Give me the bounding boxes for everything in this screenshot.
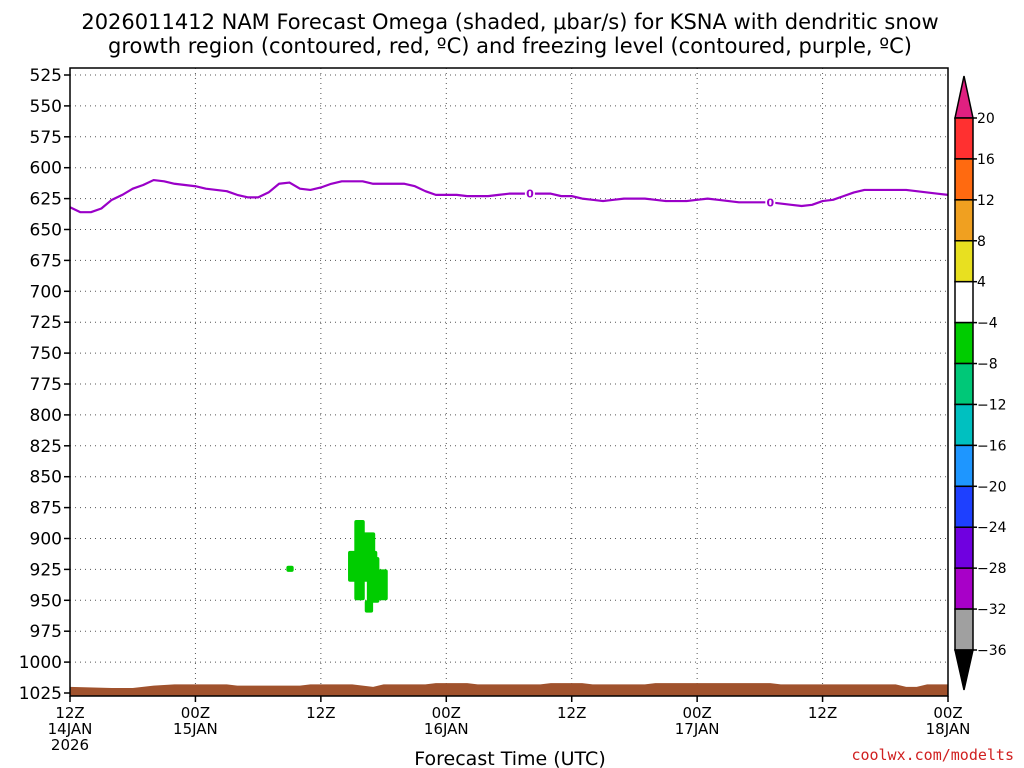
y-tick-label: 600 (30, 159, 62, 179)
colorbar-segment (954, 444, 974, 488)
colorbar-segment (954, 199, 974, 242)
colorbar-segment (954, 403, 974, 447)
colorbar-label: −16 (977, 438, 1007, 454)
y-tick-label: 875 (30, 499, 62, 519)
y-tick-label: 800 (30, 406, 62, 426)
x-tick-label: 00Z (181, 704, 210, 722)
colorbar-label: −8 (977, 357, 998, 373)
x-tick-label: 17JAN (675, 720, 720, 738)
chart-title-line2: growth region (contoured, red, ºC) and f… (108, 34, 912, 58)
x-tick-label: 12Z (808, 704, 837, 722)
x-tick-label: 16JAN (424, 720, 469, 738)
x-tick-label: 18JAN (926, 720, 971, 738)
colorbar-label: 8 (977, 234, 986, 250)
colorbar-label: 12 (977, 193, 995, 209)
colorbar-segment (954, 240, 974, 283)
colorbar-segment (954, 321, 974, 365)
y-tick-label: 625 (30, 190, 62, 210)
plot-area (70, 68, 948, 696)
y-tick-label: 950 (30, 591, 62, 611)
colorbar-label: 4 (977, 275, 986, 291)
colorbar-label: 20 (977, 111, 995, 127)
plot-border (69, 67, 949, 697)
x-tick-label: 12Z (306, 704, 335, 722)
y-tick-label: 775 (30, 375, 62, 395)
x-tick-label: 14JAN (48, 720, 93, 738)
y-axis-ticks: 525 550 575 600 625 650 675 700 725 750 775 800 825 8… (19, 66, 70, 704)
colorbar-label: −12 (977, 397, 1007, 413)
contour-label: 0 (766, 196, 774, 209)
colorbar-segment (954, 485, 974, 528)
colorbar-label: −36 (977, 643, 1007, 659)
credit-text: coolwx.com/modelts (851, 746, 1014, 764)
omega-patch (366, 557, 380, 603)
y-tick-label: 850 (30, 468, 62, 488)
omega-patch (286, 565, 294, 572)
contour-label-bg (765, 195, 776, 210)
omega-patch (362, 532, 376, 558)
colorbar: 20 16 12 8 4 −4 −8 −12 −16 −20 −24 −28 −32 −36 (954, 75, 1007, 691)
freezing-level-line (69, 178, 949, 214)
colorbar-top-arrow (954, 75, 974, 119)
y-tick-label: 1025 (19, 684, 62, 704)
omega-patch (364, 600, 374, 613)
y-tick-label: 825 (30, 437, 62, 457)
x-tick-label: 00Z (432, 704, 461, 722)
plot-background (70, 68, 948, 696)
x-tick-label: 2026 (51, 736, 89, 754)
y-tick-label: 900 (30, 530, 62, 550)
colorbar-label: −24 (977, 520, 1007, 536)
colorbar-segment (954, 608, 974, 651)
y-tick-label: 550 (30, 97, 62, 117)
y-tick-label: 1000 (19, 653, 62, 673)
y-tick-label: 675 (30, 251, 62, 271)
y-tick-label: 975 (30, 622, 62, 642)
y-tick-label: 525 (30, 66, 62, 86)
colorbar-label: −4 (977, 316, 998, 332)
x-tick-label: 00Z (682, 704, 711, 722)
plot-frame (69, 67, 949, 697)
y-tick-label: 750 (30, 344, 62, 364)
colorbar-segment (954, 117, 974, 160)
x-tick-label: 12Z (557, 704, 586, 722)
chart-title-line1: 2026011412 NAM Forecast Omega (shaded, μ… (81, 10, 938, 34)
x-tick-label: 15JAN (173, 720, 218, 738)
colorbar-segment (954, 526, 974, 569)
y-tick-label: 650 (30, 221, 62, 241)
y-tick-label: 725 (30, 313, 62, 333)
colorbar-segment (954, 158, 974, 201)
contour-label-bg (524, 186, 535, 201)
freezing-level-contour: 00 (69, 178, 949, 214)
colorbar-label: −28 (977, 561, 1007, 577)
terrain-fill (70, 683, 948, 696)
x-axis-label: Forecast Time (UTC) (414, 748, 605, 768)
x-tick-label: 12Z (55, 704, 84, 722)
y-tick-label: 700 (30, 282, 62, 302)
colorbar-label: −20 (977, 479, 1007, 495)
y-tick-label: 925 (30, 560, 62, 580)
colorbar-segment (954, 280, 974, 324)
colorbar-segment (954, 362, 974, 406)
colorbar-label: −32 (977, 602, 1007, 618)
omega-shading (286, 519, 388, 613)
terrain-surface (70, 683, 948, 696)
y-tick-label: 575 (30, 128, 62, 148)
colorbar-segment (954, 567, 974, 610)
colorbar-label: 16 (977, 152, 995, 168)
x-tick-label: 00Z (933, 704, 962, 722)
colorbar-bottom-arrow (954, 649, 974, 691)
contour-label: 0 (526, 188, 534, 201)
